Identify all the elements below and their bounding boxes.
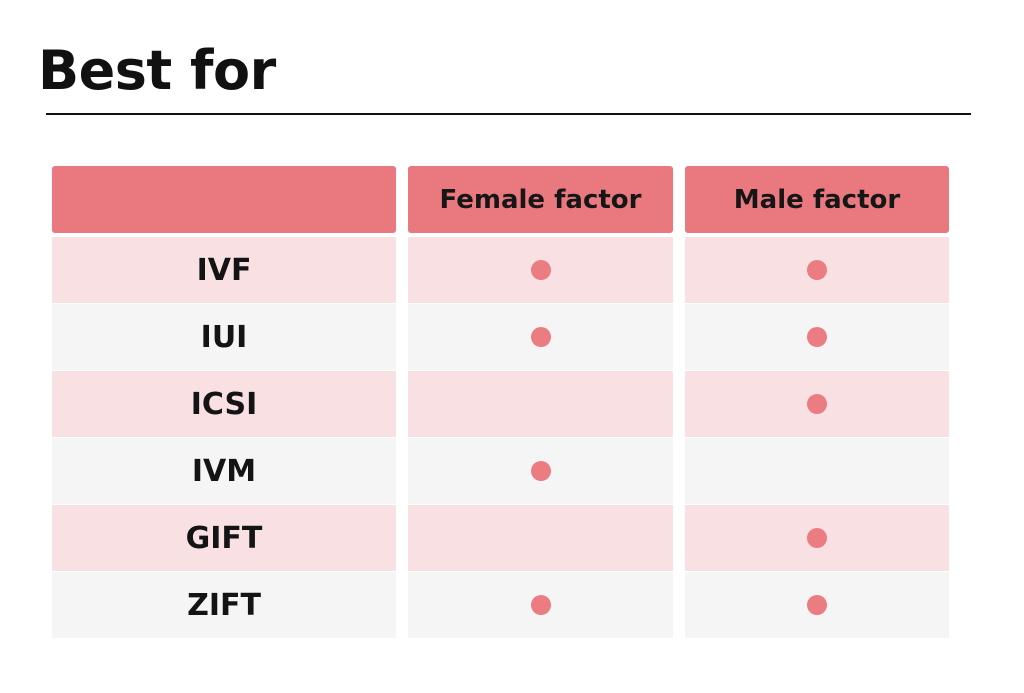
male-cell	[685, 304, 949, 370]
indicator-dot	[530, 595, 551, 615]
indicator-dot	[807, 260, 827, 280]
male-cell	[685, 438, 949, 504]
method-label: IVM	[191, 453, 257, 489]
header-blank-cell	[52, 166, 396, 233]
indicator-dot	[530, 260, 551, 280]
indicator-dot	[807, 394, 827, 414]
indicator-dot	[807, 327, 827, 347]
method-label: IVF	[196, 252, 252, 288]
male-cell	[685, 371, 949, 437]
method-cell: ICSI	[52, 371, 396, 437]
indicator-dot	[530, 461, 551, 481]
male-cell	[685, 237, 949, 303]
method-label: IUI	[200, 319, 248, 355]
indicator-dot	[807, 528, 827, 548]
method-label: ZIFT	[187, 587, 261, 623]
header-male-factor: Male factor	[685, 166, 949, 233]
female-cell	[408, 237, 673, 303]
method-cell: IVM	[52, 438, 396, 504]
female-cell	[408, 371, 673, 437]
indicator-dot	[530, 327, 551, 347]
method-cell: IVF	[52, 237, 396, 303]
indicator-dot	[807, 595, 827, 615]
female-cell	[408, 304, 673, 370]
female-cell	[408, 438, 673, 504]
method-label: ICSI	[190, 386, 258, 422]
female-cell	[408, 572, 673, 638]
page-title: Best for	[38, 39, 276, 102]
method-label: GIFT	[185, 520, 263, 556]
method-cell: IUI	[52, 304, 396, 370]
comparison-table: Female factor Male factor IVF IUI ICSI I…	[52, 166, 949, 641]
female-cell	[408, 505, 673, 571]
male-cell	[685, 572, 949, 638]
title-divider	[46, 113, 971, 115]
header-female-factor: Female factor	[408, 166, 673, 233]
method-cell: ZIFT	[52, 572, 396, 638]
male-cell	[685, 505, 949, 571]
method-cell: GIFT	[52, 505, 396, 571]
